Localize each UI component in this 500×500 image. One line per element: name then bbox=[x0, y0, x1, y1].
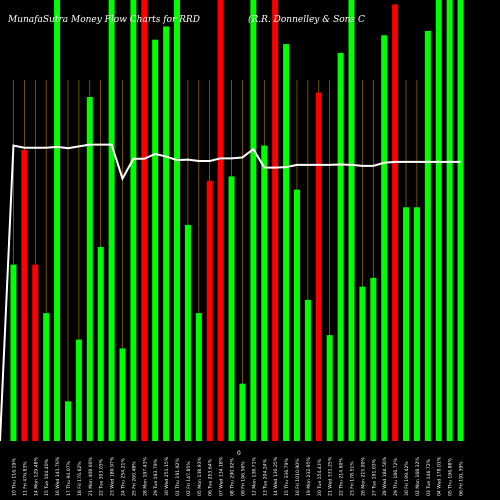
x-tick-label: 07 Wed 134.18% bbox=[219, 456, 225, 496]
x-tick-label: 17 Thu 94.07% bbox=[66, 460, 72, 496]
x-tick-label: 18 Fri 176.62% bbox=[77, 461, 83, 496]
bar bbox=[86, 97, 93, 442]
x-tick-label: 23 Fri 178.51% bbox=[350, 461, 356, 496]
bar bbox=[293, 189, 300, 441]
x-tick-label: 10 Thu 116.19% bbox=[11, 458, 17, 496]
x-tick-label: 15 Thu 336.79% bbox=[284, 458, 290, 496]
x-tick-label: 21 Wed 331.25% bbox=[328, 456, 334, 496]
bar bbox=[239, 383, 246, 441]
x-tick-label: 29 Tue 193.79% bbox=[153, 458, 159, 496]
x-tick-label: 15 Tue 104.40% bbox=[44, 458, 50, 496]
x-tick-label: 01 Thu 191.92% bbox=[175, 458, 181, 496]
x-tick-label: 20 Tue 154.43% bbox=[317, 458, 323, 496]
x-tick-label: 05 Mon 138.93% bbox=[197, 456, 203, 496]
x-tick-label: 29 Thu 186.72% bbox=[393, 458, 399, 496]
x-tick-label: 24 Thu 254.21% bbox=[121, 458, 127, 496]
x-tick-label: 14 Mon 129.48% bbox=[33, 456, 39, 496]
bar bbox=[446, 0, 453, 441]
x-tick-label: 27 Tue 191.03% bbox=[371, 458, 377, 496]
x-tick-label: 02 Fri 147.85% bbox=[186, 461, 192, 496]
x-tick-label: 22 Thu 214.60% bbox=[339, 458, 345, 496]
bar bbox=[413, 207, 420, 441]
bar bbox=[315, 92, 322, 442]
bar bbox=[54, 0, 61, 441]
bar-series bbox=[10, 0, 464, 442]
bar bbox=[283, 44, 290, 441]
bar bbox=[348, 0, 355, 441]
bar bbox=[261, 145, 268, 441]
bar bbox=[370, 277, 377, 441]
bar bbox=[32, 264, 39, 441]
x-tick-labels: 10 Thu 116.19% 11 Fri 476.83% 14 Mon 129.4… bbox=[11, 456, 464, 496]
x-tick-label: 04 Wed 178.01% bbox=[437, 456, 443, 496]
x-tick-label: 19 Mon 232.95% bbox=[306, 456, 312, 496]
x-tick-label: 05 Thu 196.88% bbox=[448, 458, 454, 496]
bar bbox=[184, 224, 191, 441]
bar bbox=[457, 0, 464, 441]
bar bbox=[130, 0, 137, 441]
x-tick-label: 30 Fri 199.42% bbox=[404, 461, 410, 496]
bar bbox=[10, 264, 17, 441]
x-tick-label: 23 Wed 189.97% bbox=[110, 456, 116, 496]
bar bbox=[272, 0, 279, 441]
bar bbox=[217, 0, 224, 441]
x-tick-label: 30 Wed 251.15% bbox=[164, 456, 170, 496]
x-tick-label: 09 Fri 196.56% bbox=[240, 461, 246, 496]
bar bbox=[108, 0, 115, 441]
bar bbox=[381, 35, 388, 441]
x-tick-label: 28 Mon 197.43% bbox=[142, 456, 148, 496]
x-tick-label: 16 Wed 141.76% bbox=[55, 456, 61, 496]
bar bbox=[119, 348, 126, 441]
x-tick-label: 12 Mon 138.71% bbox=[251, 456, 257, 496]
x-tick-label: 22 Tue 303.03% bbox=[99, 458, 105, 496]
x-tick-label: 06 Tue 253.64% bbox=[208, 458, 214, 496]
x-tick-label: 02 Mon 168.32% bbox=[415, 456, 421, 496]
x-tick-label: 21 Mon 408.00% bbox=[88, 456, 94, 496]
bar bbox=[152, 39, 159, 441]
x-tick-label: 28 Wed 184.56% bbox=[382, 456, 388, 496]
bar bbox=[403, 207, 410, 441]
bar bbox=[359, 286, 366, 441]
bar bbox=[250, 0, 257, 441]
x-tick-label: 13 Tue 204.24% bbox=[262, 458, 268, 496]
bar bbox=[43, 313, 50, 441]
x-tick-label: 16 Fri 1010.90% bbox=[295, 458, 301, 496]
bar bbox=[195, 313, 202, 441]
chart-title: MunafaSutra Money Flow Charts for RRD bbox=[7, 15, 200, 25]
x-tick-label: 08 Thu 290.92% bbox=[230, 458, 236, 496]
bar bbox=[64, 401, 71, 441]
bar bbox=[21, 149, 28, 441]
bar bbox=[75, 339, 82, 441]
bar bbox=[304, 299, 311, 441]
x-tick-label: 26 Mon 215.00% bbox=[360, 456, 366, 496]
x-tick-label: 11 Fri 476.83% bbox=[22, 461, 28, 496]
x-tick-label: 14 Wed 130.25% bbox=[273, 456, 279, 496]
line-series bbox=[0, 143, 461, 442]
x-tick-label: 03 Tue 146.72% bbox=[426, 458, 432, 496]
bar bbox=[141, 0, 148, 441]
bar bbox=[174, 0, 181, 441]
bar bbox=[424, 30, 431, 442]
chart-subtitle: (R.R. Donnelley & Sons C bbox=[248, 14, 365, 25]
bar bbox=[392, 4, 399, 441]
bar bbox=[206, 180, 213, 441]
zero-label: 0 bbox=[237, 450, 241, 457]
x-tick-label: 06 Fri 191.39% bbox=[459, 461, 465, 496]
bar bbox=[337, 52, 344, 442]
x-tick-label: 25 Fri 260.48% bbox=[131, 461, 137, 496]
bar bbox=[435, 0, 442, 441]
bar bbox=[228, 176, 235, 441]
bar bbox=[326, 335, 333, 441]
money-flow-line bbox=[0, 143, 461, 442]
bar bbox=[163, 26, 170, 442]
bar bbox=[97, 246, 104, 441]
